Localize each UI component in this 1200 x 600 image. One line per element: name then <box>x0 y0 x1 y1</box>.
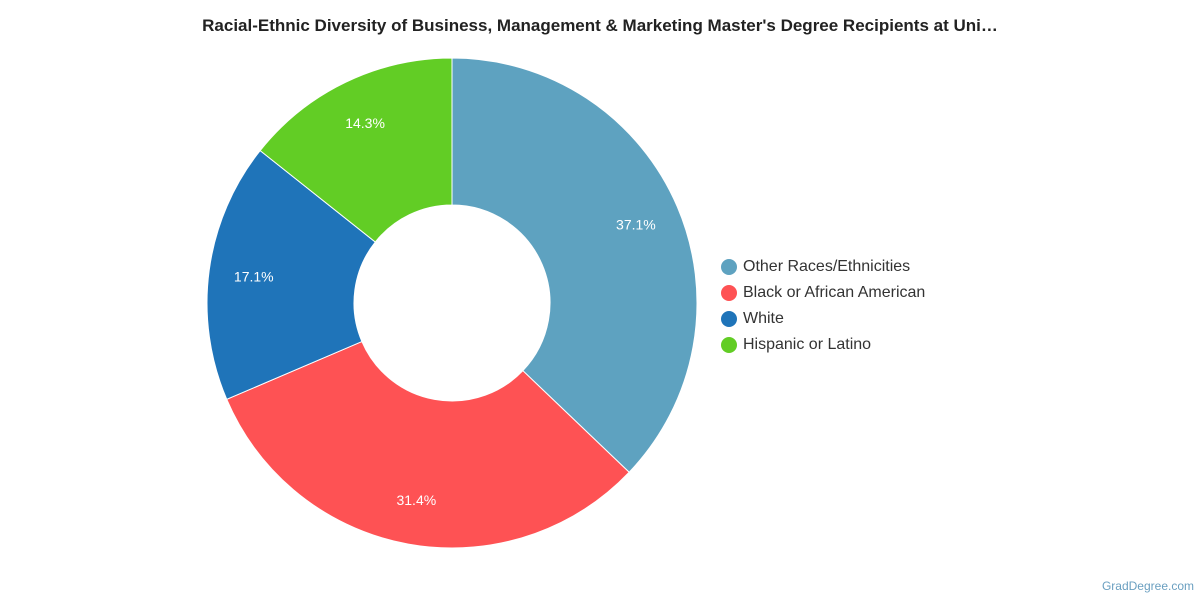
legend: Other Races/Ethnicities Black or African… <box>721 254 925 358</box>
legend-label: White <box>743 310 784 327</box>
legend-swatch <box>721 337 737 353</box>
chart-title: Racial-Ethnic Diversity of Business, Man… <box>202 16 998 35</box>
slice-label: 17.1% <box>234 268 274 284</box>
legend-label: Hispanic or Latino <box>743 336 872 353</box>
legend-label: Other Races/Ethnicities <box>743 258 911 275</box>
legend-swatch <box>721 311 737 327</box>
legend-swatch <box>721 259 737 275</box>
slice-label: 31.4% <box>396 492 436 508</box>
slice-other-races-ethnicities[interactable] <box>451 57 698 473</box>
legend-item-black[interactable]: Black or African American <box>721 280 925 306</box>
legend-item-white[interactable]: White <box>721 306 925 332</box>
slice-label: 37.1% <box>616 216 656 232</box>
legend-swatch <box>721 285 737 301</box>
legend-item-hispanic[interactable]: Hispanic or Latino <box>721 332 925 358</box>
slice-white[interactable] <box>206 149 376 400</box>
slice-black-or-african-american[interactable] <box>226 340 630 549</box>
slice-label: 14.3% <box>345 115 385 131</box>
legend-label: Black or African American <box>743 284 926 301</box>
legend-item-other-races[interactable]: Other Races/Ethnicities <box>721 254 925 280</box>
credit-text[interactable]: GradDegree.com <box>1101 579 1194 593</box>
slice-hispanic-or-latino[interactable] <box>259 57 453 243</box>
